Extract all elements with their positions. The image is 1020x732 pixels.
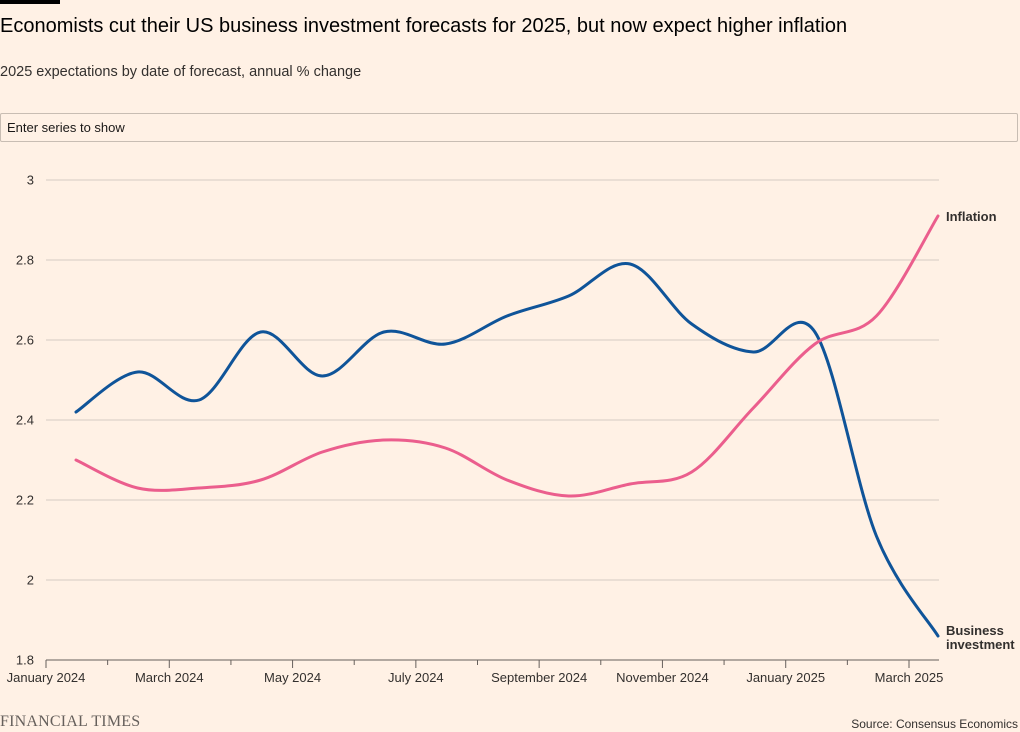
- y-tick-label: 3: [27, 173, 34, 188]
- series-labels: Business investment Inflation: [946, 209, 1015, 652]
- series-label-business-investment: Business investment: [946, 623, 1015, 652]
- y-axis: 1.8 2 2.2 2.4 2.6 2.8 3: [16, 173, 34, 668]
- series-label-inflation: Inflation: [946, 209, 997, 224]
- series-lines: [74, 214, 940, 638]
- source-note: Source: Consensus Economics: [851, 717, 1018, 731]
- chart-subtitle: 2025 expectations by date of forecast, a…: [0, 64, 362, 80]
- chart-title: Economists cut their US business investm…: [0, 15, 848, 37]
- series-search-input[interactable]: [0, 113, 1018, 142]
- x-tick-label: March 2024: [135, 670, 204, 685]
- y-tick-label: 2.6: [16, 333, 34, 348]
- y-tick-label: 2.2: [16, 493, 34, 508]
- x-tick-label: November 2024: [616, 670, 709, 685]
- x-tick-label: March 2025: [875, 670, 944, 685]
- series-line-business-investment: [74, 262, 940, 638]
- x-tick-label: January 2024: [7, 670, 86, 685]
- x-tick-label: September 2024: [491, 670, 587, 685]
- gridlines: [46, 179, 939, 581]
- ft-logo: FINANCIAL TIMES: [0, 713, 141, 730]
- x-tick-label: January 2025: [746, 670, 825, 685]
- x-tick-label: July 2024: [388, 670, 444, 685]
- x-tick-label: May 2024: [264, 670, 321, 685]
- y-tick-label: 1.8: [16, 653, 34, 668]
- y-tick-label: 2: [27, 573, 34, 588]
- series-line-inflation: [74, 214, 940, 498]
- y-tick-label: 2.4: [16, 413, 34, 428]
- x-axis: January 2024 March 2024 May 2024 July 2024 S…: [7, 659, 944, 685]
- line-chart: 1.8 2 2.2 2.4 2.6 2.8 3 January 2024 March 2024…: [7, 173, 1016, 686]
- y-tick-label: 2.8: [16, 253, 34, 268]
- ft-top-bar: [0, 0, 60, 4]
